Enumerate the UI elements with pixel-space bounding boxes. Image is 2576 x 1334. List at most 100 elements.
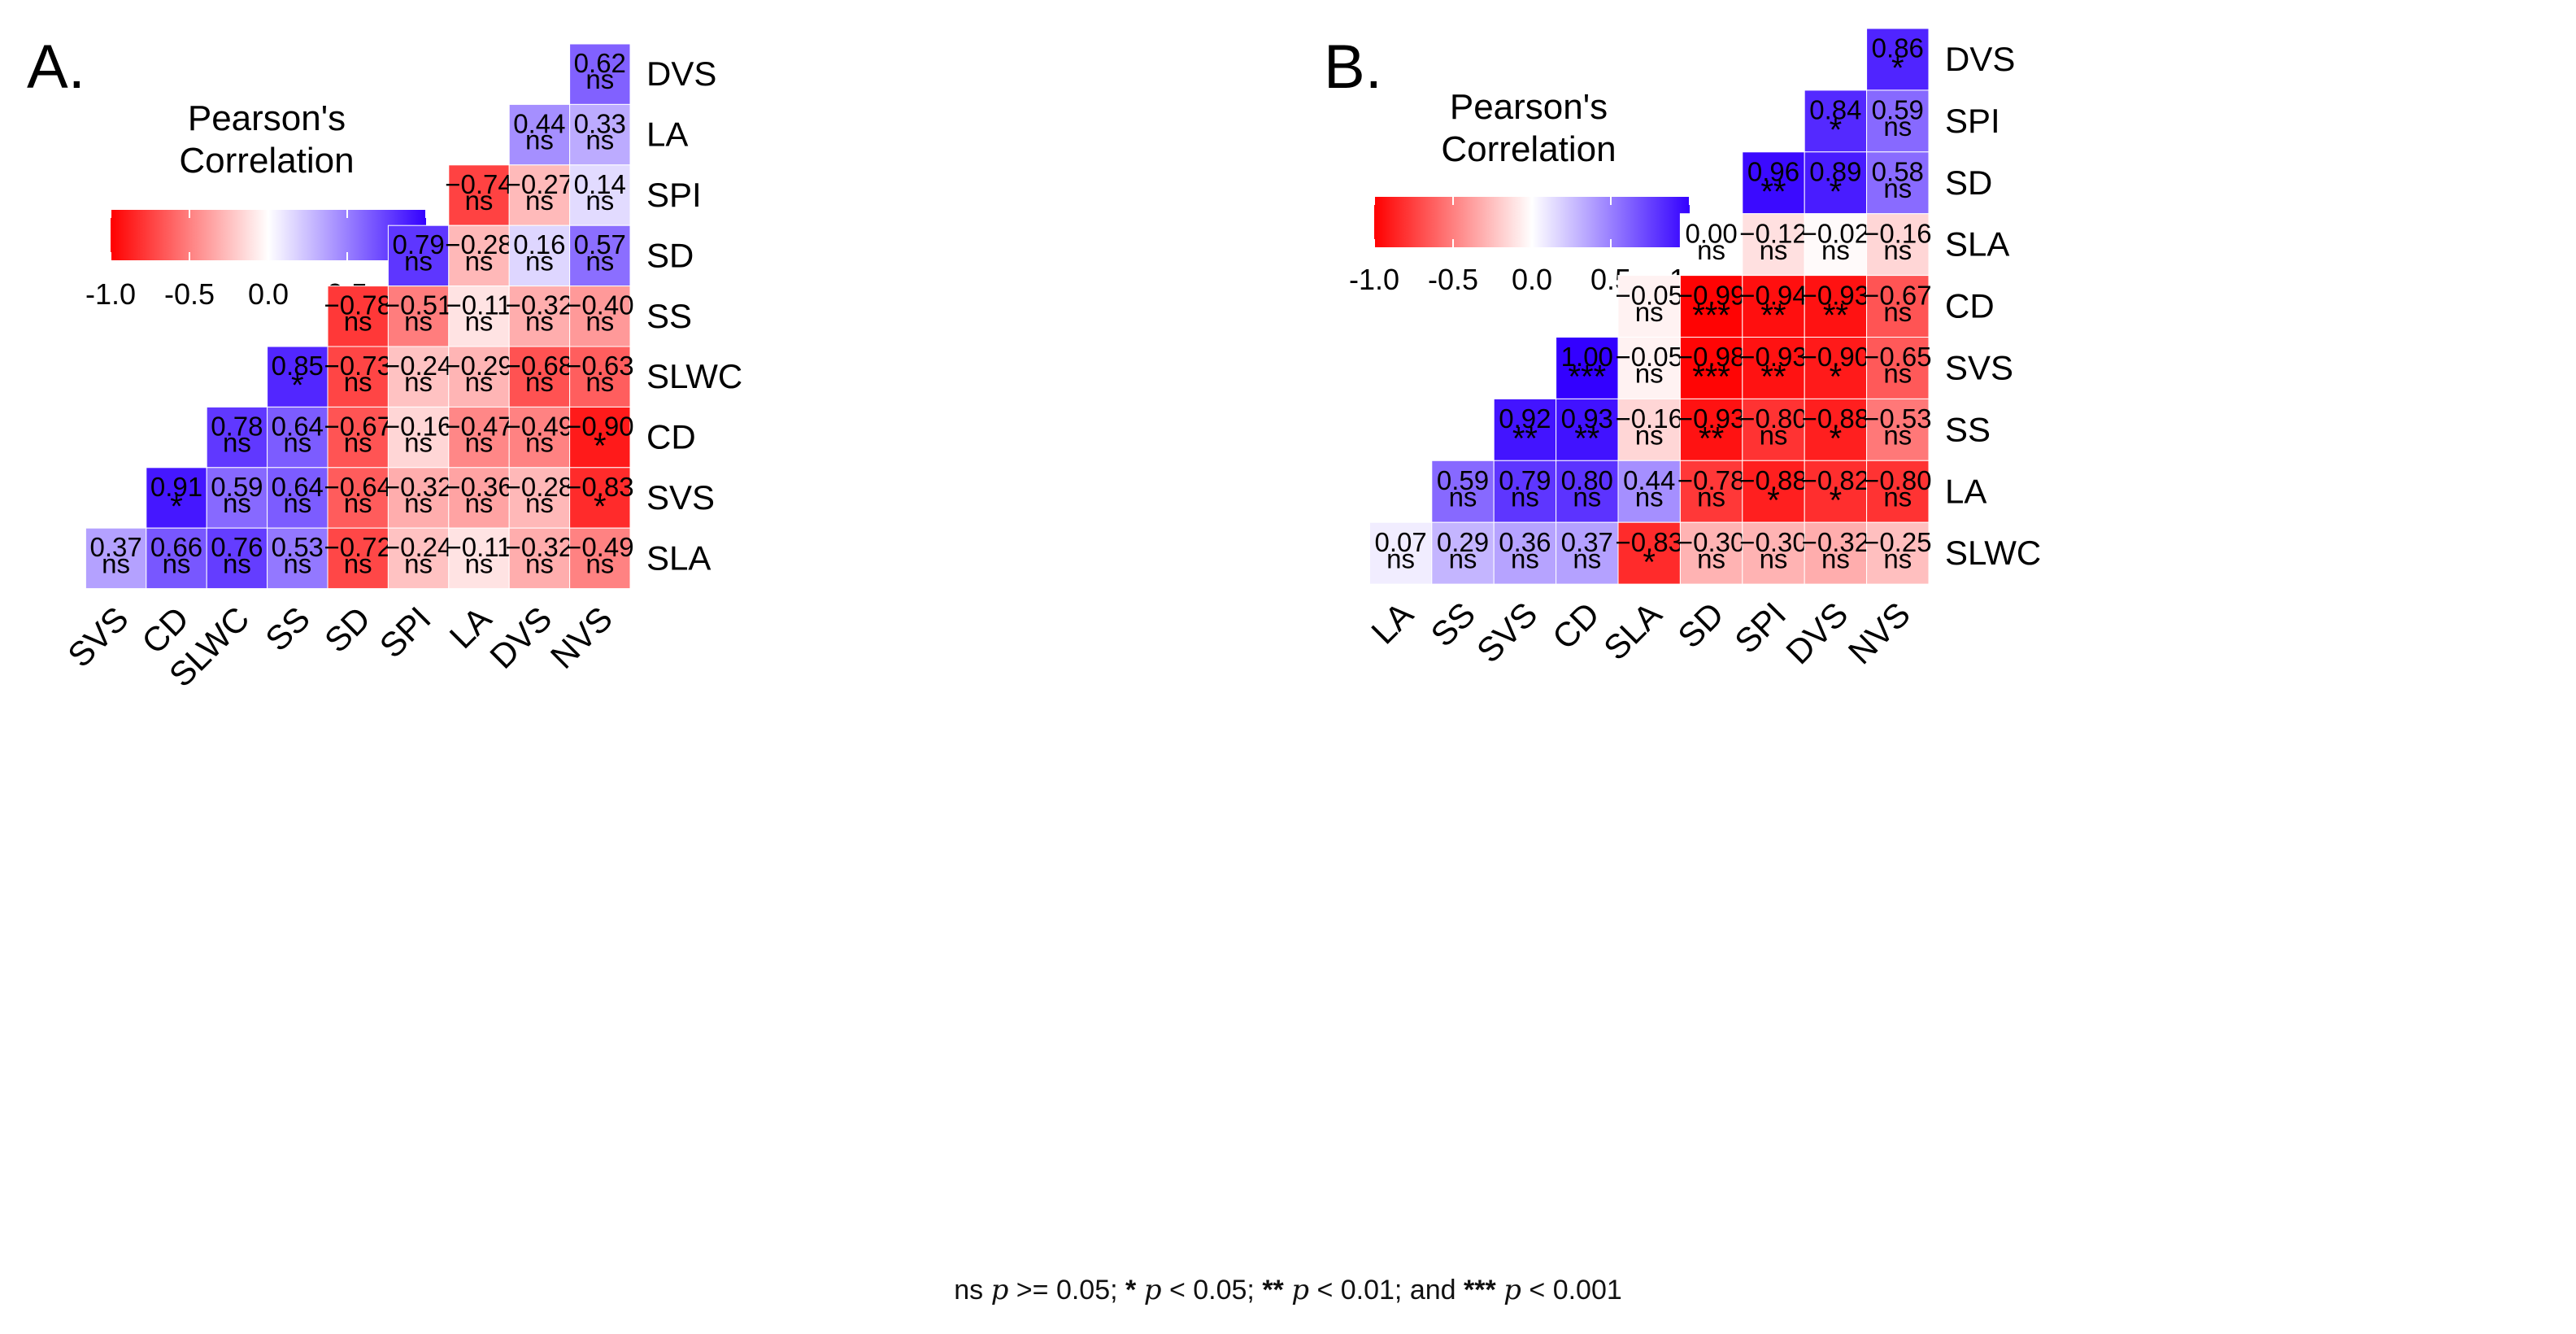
row-label: SLWC (646, 357, 742, 395)
heatmap-cell (387, 467, 450, 529)
cell-significance: ns (1635, 359, 1664, 389)
cell-value: 0.85 (272, 351, 324, 381)
cell-value: −0.36 (445, 472, 513, 502)
cell-significance: ns (525, 307, 554, 337)
heatmap-cell (387, 527, 450, 590)
cell-significance: ns (1511, 482, 1539, 512)
footnote-p-symbol: p (1503, 1274, 1521, 1306)
cell-value: 0.76 (211, 532, 263, 562)
cell-significance: ns (1821, 235, 1850, 265)
column-label: SVS (1469, 595, 1545, 670)
heatmap-cell (1679, 521, 1743, 585)
heatmap-cell (327, 527, 389, 590)
heatmap-cell (1742, 275, 1805, 338)
cell-value: −0.93 (1677, 403, 1746, 434)
cell-value: −0.65 (1864, 342, 1932, 372)
legend-tick-label: -0.5 (164, 277, 215, 311)
cell-value: −0.11 (446, 532, 511, 562)
cell-significance: ns (525, 124, 554, 155)
cell-value: −0.32 (385, 472, 453, 502)
heatmap-cell (85, 527, 147, 590)
cell-significance: ns (1635, 482, 1664, 512)
cell-value: 0.64 (272, 472, 324, 502)
cell-significance: * (1830, 112, 1843, 148)
cell-value: 0.62 (574, 48, 626, 78)
heatmap-cell (1742, 521, 1805, 585)
footnote-p2-stars: ** (1262, 1275, 1284, 1306)
cell-value: −0.11 (446, 290, 511, 320)
cell-significance: ns (344, 488, 372, 518)
heatmap-cell (1617, 275, 1681, 338)
cell-significance: ns (404, 427, 433, 457)
cell-significance: ns (163, 548, 191, 578)
heatmap-cell (1866, 89, 1930, 153)
column-label: SVS (60, 599, 136, 675)
cell-significance: * (594, 428, 607, 464)
cell-significance: * (1891, 50, 1904, 86)
heatmap-cell (1556, 521, 1619, 585)
cell-value: −0.93 (1802, 280, 1870, 310)
column-label: SPI (372, 599, 438, 665)
cell-significance: ns (465, 488, 494, 518)
column-label: DVS (1778, 595, 1855, 671)
cell-significance: *** (1568, 360, 1606, 395)
heatmap-cell (1493, 460, 1557, 523)
cell-significance: * (1767, 482, 1780, 518)
heatmap-cell (1866, 521, 1930, 585)
cell-significance: ns (344, 548, 372, 578)
cell-significance: ns (465, 307, 494, 337)
legend-tick-label: 0.0 (248, 277, 289, 311)
heatmap-cell (1804, 521, 1868, 585)
cell-significance: ns (404, 548, 433, 578)
legend-title: Correlation (1441, 129, 1616, 169)
cell-significance: ** (1760, 174, 1786, 210)
heatmap-cell (1431, 521, 1495, 585)
cell-value: −0.05 (1615, 280, 1683, 310)
cell-significance: * (291, 368, 304, 403)
cell-significance: ns (1883, 173, 1912, 203)
heatmap-cell (508, 527, 571, 590)
cell-significance: ns (525, 367, 554, 397)
cell-value: −0.28 (445, 229, 513, 259)
cell-significance: ns (465, 185, 494, 216)
cell-value: 0.79 (392, 229, 444, 259)
cell-significance: ns (1883, 297, 1912, 327)
cell-value: 0.84 (1809, 95, 1861, 125)
cell-significance: ns (344, 367, 372, 397)
cell-value: −0.74 (445, 169, 513, 199)
cell-value: −0.99 (1677, 280, 1746, 310)
cell-value: 0.96 (1747, 156, 1799, 186)
cell-significance: ns (465, 548, 494, 578)
heatmap-cell (448, 286, 510, 347)
cell-significance: ns (525, 185, 554, 216)
row-label: SLWC (1945, 534, 2041, 572)
cell-significance: * (1830, 421, 1843, 457)
cell-significance: ns (585, 64, 614, 94)
column-label: NVS (543, 599, 620, 676)
cell-significance: ns (585, 307, 614, 337)
heatmap-cell (1866, 213, 1930, 277)
cell-significance: ns (344, 427, 372, 457)
footnote-p3-stars: *** (1464, 1275, 1496, 1306)
heatmap-cell (448, 346, 510, 408)
cell-value: −0.02 (1802, 218, 1870, 248)
row-label: SLA (1945, 225, 2009, 264)
cell-value: −0.32 (506, 290, 574, 320)
heatmap-cell (1742, 398, 1805, 461)
heatmap-cell (1493, 521, 1557, 585)
row-label: LA (646, 116, 688, 154)
heatmap-cell (1866, 28, 1930, 91)
heatmap-cell (1679, 337, 1743, 399)
column-label: SD (317, 599, 378, 660)
cell-value: 0.53 (272, 532, 324, 562)
row-label: CD (1945, 287, 1995, 325)
cell-value: −0.53 (1864, 403, 1932, 434)
row-label: SS (646, 297, 692, 335)
cell-significance: ns (465, 427, 494, 457)
cell-significance: ns (223, 427, 251, 457)
cell-significance: ns (404, 246, 433, 276)
cell-significance: ns (1573, 482, 1601, 512)
cell-significance: ns (1883, 235, 1912, 265)
heatmap-cell (448, 164, 510, 226)
